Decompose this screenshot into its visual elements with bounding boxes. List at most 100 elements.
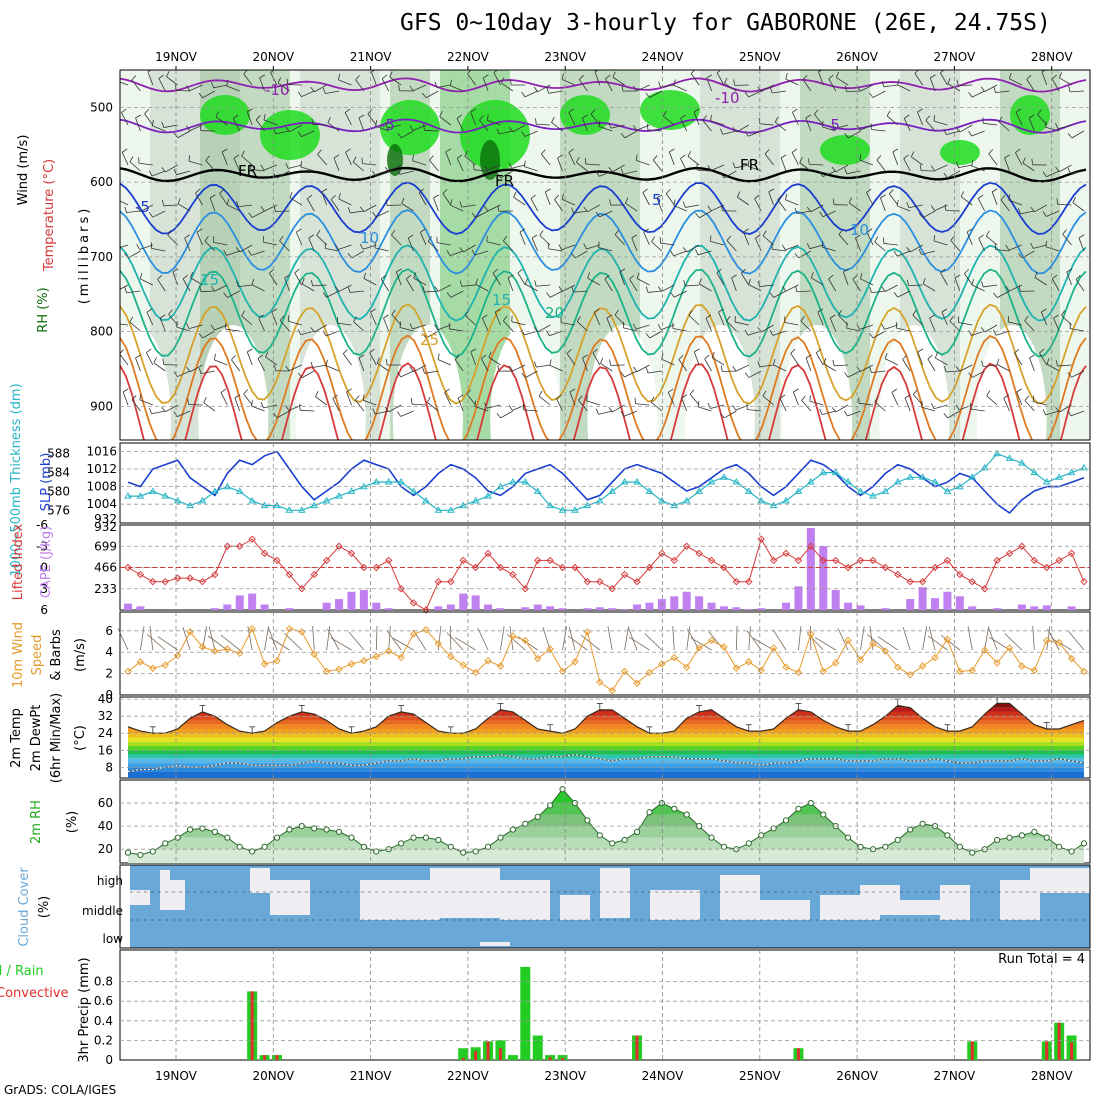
li-marker [583,577,592,586]
li-marker [881,563,890,572]
wind-barb-flag [389,71,393,78]
wind-barb [673,205,687,212]
wind-barb [531,238,539,252]
wind10-tick: 0 [105,688,113,702]
rh2m-marker [373,848,380,855]
wind-barb-flag [359,243,364,250]
rh2m-marker [745,840,752,847]
wind-barb [294,272,303,286]
wind10-marker [918,662,927,670]
wind-barb-flag [687,150,692,157]
wind-barb-flag [1000,195,1006,201]
wind-barb [614,314,625,326]
wind-barb-flag [300,160,302,168]
wind-barb-flag [806,206,812,213]
wind10-marker [943,635,952,644]
wind-barb-flag [116,193,118,199]
wind-barb [735,321,749,326]
rh2m-marker [398,840,405,847]
wind-barb-flag [219,188,225,194]
cape-bar [844,602,853,610]
rh2m-marker [1080,840,1088,847]
cape-bar [210,608,219,610]
wind-barb [263,119,278,126]
thickness-tick: 588 [47,447,70,461]
wind-barb [227,204,240,212]
wind-barb-flag [121,108,127,113]
wind-barb [525,370,538,379]
wind10-line [127,627,1085,692]
wind-barb [636,84,650,92]
thickness-line [128,452,1085,511]
wind-barb-flag [1022,157,1026,164]
rh2m-marker [907,826,914,833]
wind-barb-flag [576,316,581,322]
wind-barb [301,130,315,138]
rh2m-marker [547,802,554,809]
x-tick-bottom: 26NOV [836,1069,878,1083]
wind-barb [265,356,278,366]
wind-barb [651,241,663,252]
wind-barb [754,198,762,212]
wind-barb-flag [236,280,239,287]
thickness-marker [906,473,915,480]
wind-barb-flag [1015,148,1021,153]
wind-barb [945,370,960,373]
wind-barb [772,330,787,336]
wind10-marker [1043,636,1051,645]
wind-barb-flag [561,73,564,80]
wind-barb-flag [645,367,649,374]
wind-barb [184,237,191,252]
li-marker [894,570,902,579]
li-marker [534,556,542,565]
wind-barb-flag [422,367,425,374]
wind-barb [503,320,514,332]
wind-barb [726,320,737,332]
wind-barb [592,352,601,366]
wind-barb [375,210,389,218]
wind-barb [897,290,911,298]
wind-barb [289,124,303,133]
wind-barb-flag [433,194,439,199]
wind10-barb [284,633,303,651]
wind-barb-flag [434,81,438,88]
temperature-contour [120,244,1087,322]
li-marker [310,570,318,579]
wind-barb-flag [131,395,137,401]
wind-barb-flag [781,244,786,251]
thickness-marker [707,478,716,485]
wind-barb [213,84,228,89]
wind-barb [673,250,687,257]
cape-bar [682,591,691,610]
wind-barb [911,156,923,166]
temp-band [128,763,1084,768]
wind-barb-flag [777,195,783,200]
dry-lobe [684,325,755,440]
wind-barb-flag [310,86,315,93]
wind-barb-flag [757,86,762,92]
wind-barb-flag [233,154,240,159]
wind-barb [517,272,526,286]
wind-barb [135,357,141,372]
wind-barb [362,244,377,250]
wind-barb [433,197,439,212]
wind-barb-flag [376,357,381,364]
wind-barb-flag [985,230,990,237]
contour-label: FR [495,172,514,190]
wind-barb-flag [546,87,550,94]
x-tick-bottom: 21NOV [350,1069,392,1083]
wind-barb [747,409,762,412]
wind-barb [358,117,365,132]
wind-barb [779,398,787,412]
wind-barb [817,311,824,326]
wind-barb-flag [255,115,261,121]
wind-barb-flag [988,149,994,155]
wind-barb [264,204,278,212]
wind-barb-flag [866,228,873,233]
wind-barb-flag [231,355,236,361]
wind-barb-flag [769,329,774,336]
wind-barb-flag [590,109,596,115]
wind-barb-flag [1018,208,1022,215]
wind-barb [872,90,886,98]
wind-barb [809,400,824,406]
